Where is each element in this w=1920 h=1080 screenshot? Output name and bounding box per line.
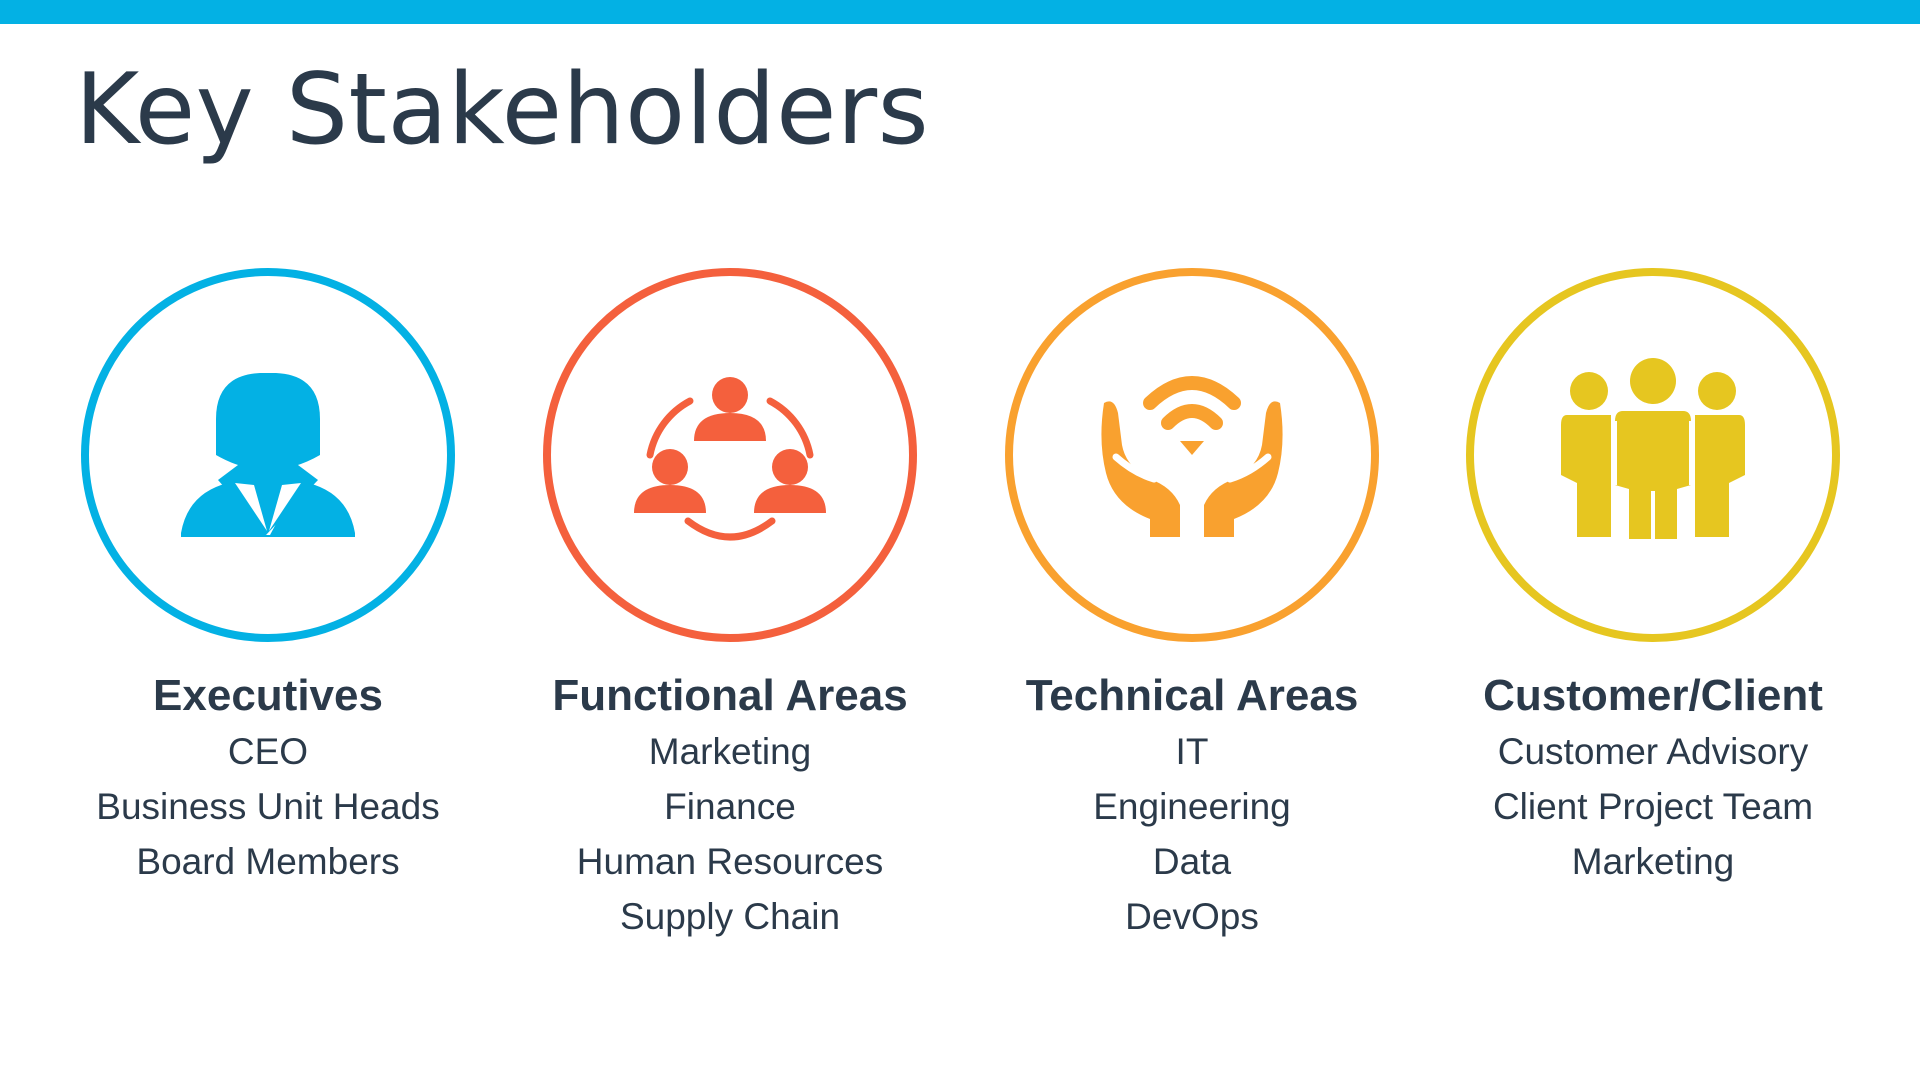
team-cycle-icon [634, 377, 826, 541]
executives-list: CEO Business Unit Heads Board Members [38, 724, 498, 889]
stakeholder-group-executives: Executives CEO Business Unit Heads Board… [38, 268, 498, 889]
list-item: IT [1175, 731, 1209, 772]
customer-client-circle [1466, 268, 1840, 642]
list-item: Supply Chain [619, 896, 841, 937]
technical-areas-circle [1005, 268, 1379, 642]
list-item: Human Resources [576, 841, 884, 882]
list-item: Business Unit Heads [96, 786, 440, 827]
list-item: Finance [664, 786, 796, 827]
group-heading-technical-areas: Technical Areas [1025, 671, 1359, 720]
page-title: Key Stakeholders [75, 53, 930, 167]
list-item: Customer Advisory [1497, 731, 1809, 772]
stakeholder-group-functional-areas: Functional Areas Marketing Finance Human… [500, 268, 960, 944]
list-item: Board Members [136, 841, 400, 882]
hands-wifi-icon [1101, 376, 1283, 537]
list-item: Data [1152, 841, 1232, 882]
functional-areas-circle [543, 268, 917, 642]
functional-areas-list: Marketing Finance Human Resources Supply… [500, 724, 960, 944]
people-group-icon [1561, 358, 1745, 539]
group-heading-customer-client: Customer/Client [1483, 671, 1823, 720]
list-item: DevOps [1125, 896, 1259, 937]
group-heading-functional-areas: Functional Areas [552, 671, 908, 720]
stakeholder-group-technical-areas: Technical Areas IT Engineering Data DevO… [962, 268, 1422, 944]
technical-areas-list: IT Engineering Data DevOps [962, 724, 1422, 944]
executive-person-icon [181, 373, 355, 537]
list-item: Client Project Team [1492, 786, 1814, 827]
top-accent-bar [0, 0, 1920, 24]
group-heading-executives: Executives [153, 671, 383, 720]
list-item: Engineering [1093, 786, 1291, 827]
stakeholder-group-customer-client: Customer/Client Customer Advisory Client… [1423, 268, 1883, 889]
executives-circle [81, 268, 455, 642]
list-item: CEO [227, 731, 309, 772]
list-item: Marketing [1571, 841, 1735, 882]
list-item: Marketing [648, 731, 812, 772]
customer-client-list: Customer Advisory Client Project Team Ma… [1423, 724, 1883, 889]
